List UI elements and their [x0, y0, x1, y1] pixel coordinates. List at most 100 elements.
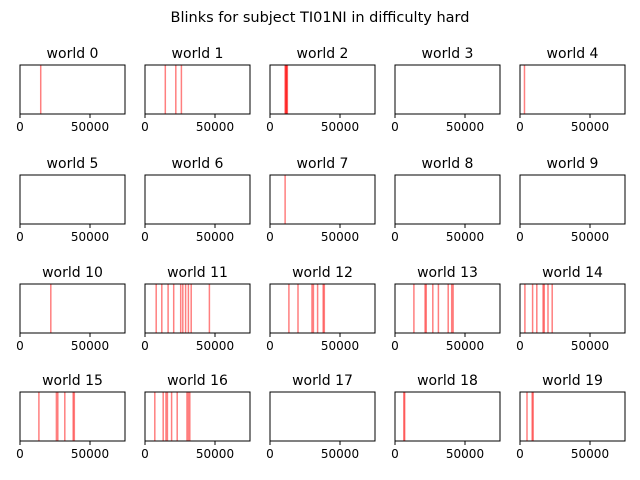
x-tick-label: 50000	[71, 447, 109, 461]
subplot-title: world 18	[417, 373, 478, 389]
subplot-title: world 16	[167, 373, 228, 389]
axes-frame	[19, 64, 126, 115]
x-tick-label: 50000	[196, 447, 234, 461]
axes-frame	[144, 64, 251, 115]
axes-frame	[394, 174, 501, 225]
subplot-title: world 4	[547, 46, 599, 62]
x-tick-label: 0	[266, 447, 274, 461]
x-tick-label: 50000	[196, 230, 234, 244]
subplot-world-18: world 18 0 50000	[391, 373, 501, 461]
axes-frame	[519, 174, 626, 225]
subplot-world-7: world 7 0 50000	[266, 156, 376, 244]
x-tick-label: 0	[16, 230, 24, 244]
subplot-world-16: world 16 0 50000	[141, 373, 251, 461]
subplot-world-14: world 14 0 50000	[516, 265, 626, 353]
subplot-world-17: world 17 0 50000	[266, 373, 376, 461]
x-tick-label: 50000	[196, 120, 234, 134]
axes-frame	[144, 283, 251, 334]
subplot-world-6: world 6 0 50000	[141, 156, 251, 244]
x-tick-label: 50000	[321, 447, 359, 461]
subplot-world-0: world 0 0 50000	[16, 46, 126, 134]
subplot-title: world 9	[547, 156, 599, 172]
axes-frame	[394, 391, 501, 442]
subplot-title: world 13	[417, 265, 478, 281]
subplot-title: world 5	[47, 156, 99, 172]
x-tick-label: 0	[516, 339, 524, 353]
subplot-title: world 10	[42, 265, 103, 281]
subplot-world-13: world 13 0 50000	[391, 265, 501, 353]
x-tick-label: 50000	[71, 230, 109, 244]
x-tick-label: 0	[391, 230, 399, 244]
subplot-title: world 12	[292, 265, 353, 281]
x-tick-label: 50000	[446, 120, 484, 134]
subplot-world-3: world 3 0 50000	[391, 46, 501, 134]
x-tick-label: 0	[516, 447, 524, 461]
x-tick-label: 0	[266, 339, 274, 353]
subplot-title: world 2	[297, 46, 349, 62]
axes-frame	[394, 64, 501, 115]
axes-frame	[19, 391, 126, 442]
axes-frame	[519, 64, 626, 115]
x-tick-label: 0	[141, 120, 149, 134]
x-tick-label: 50000	[321, 339, 359, 353]
x-tick-label: 0	[141, 447, 149, 461]
axes-frame	[519, 283, 626, 334]
subplot-title: world 6	[172, 156, 224, 172]
x-tick-label: 50000	[196, 339, 234, 353]
x-tick-label: 0	[391, 339, 399, 353]
subplot-title: world 11	[167, 265, 228, 281]
x-tick-label: 50000	[571, 339, 609, 353]
x-tick-label: 50000	[446, 339, 484, 353]
x-tick-label: 0	[516, 230, 524, 244]
subplot-world-1: world 1 0 50000	[141, 46, 251, 134]
subplot-world-11: world 11 0 50000	[141, 265, 251, 353]
x-tick-label: 50000	[321, 230, 359, 244]
axes-frame	[19, 174, 126, 225]
axes-frame	[144, 174, 251, 225]
x-tick-label: 0	[391, 447, 399, 461]
axes-frame	[269, 64, 376, 115]
axes-frame	[519, 391, 626, 442]
subplot-world-2: world 2 0 50000	[266, 46, 376, 134]
x-tick-label: 50000	[571, 230, 609, 244]
x-tick-label: 0	[141, 339, 149, 353]
subplot-world-10: world 10 0 50000	[16, 265, 126, 353]
subplot-title: world 0	[47, 46, 99, 62]
axes-frame	[19, 283, 126, 334]
x-tick-label: 50000	[321, 120, 359, 134]
subplot-title: world 17	[292, 373, 353, 389]
x-tick-label: 0	[16, 120, 24, 134]
x-tick-label: 0	[16, 447, 24, 461]
subplot-title: world 19	[542, 373, 603, 389]
figure-title: Blinks for subject TI01NI in difficulty …	[171, 10, 470, 26]
subplot-world-12: world 12 0 50000	[266, 265, 376, 353]
axes-frame	[394, 283, 501, 334]
subplot-world-5: world 5 0 50000	[16, 156, 126, 244]
x-tick-label: 50000	[446, 230, 484, 244]
subplot-title: world 3	[422, 46, 474, 62]
subplot-world-15: world 15 0 50000	[16, 373, 126, 461]
x-tick-label: 50000	[71, 339, 109, 353]
subplot-title: world 1	[172, 46, 224, 62]
x-tick-label: 50000	[571, 120, 609, 134]
x-tick-label: 0	[266, 230, 274, 244]
subplot-world-8: world 8 0 50000	[391, 156, 501, 244]
x-tick-label: 0	[16, 339, 24, 353]
axes-frame	[269, 174, 376, 225]
subplot-world-9: world 9 0 50000	[516, 156, 626, 244]
axes-frame	[144, 391, 251, 442]
axes-frame	[269, 283, 376, 334]
x-tick-label: 0	[391, 120, 399, 134]
subplot-title: world 15	[42, 373, 103, 389]
x-tick-label: 50000	[446, 447, 484, 461]
x-tick-label: 0	[141, 230, 149, 244]
x-tick-label: 50000	[571, 447, 609, 461]
subplot-title: world 7	[297, 156, 349, 172]
x-tick-label: 0	[266, 120, 274, 134]
axes-frame	[269, 391, 376, 442]
subplot-world-19: world 19 0 50000	[516, 373, 626, 461]
x-tick-label: 50000	[71, 120, 109, 134]
subplot-world-4: world 4 0 50000	[516, 46, 626, 134]
